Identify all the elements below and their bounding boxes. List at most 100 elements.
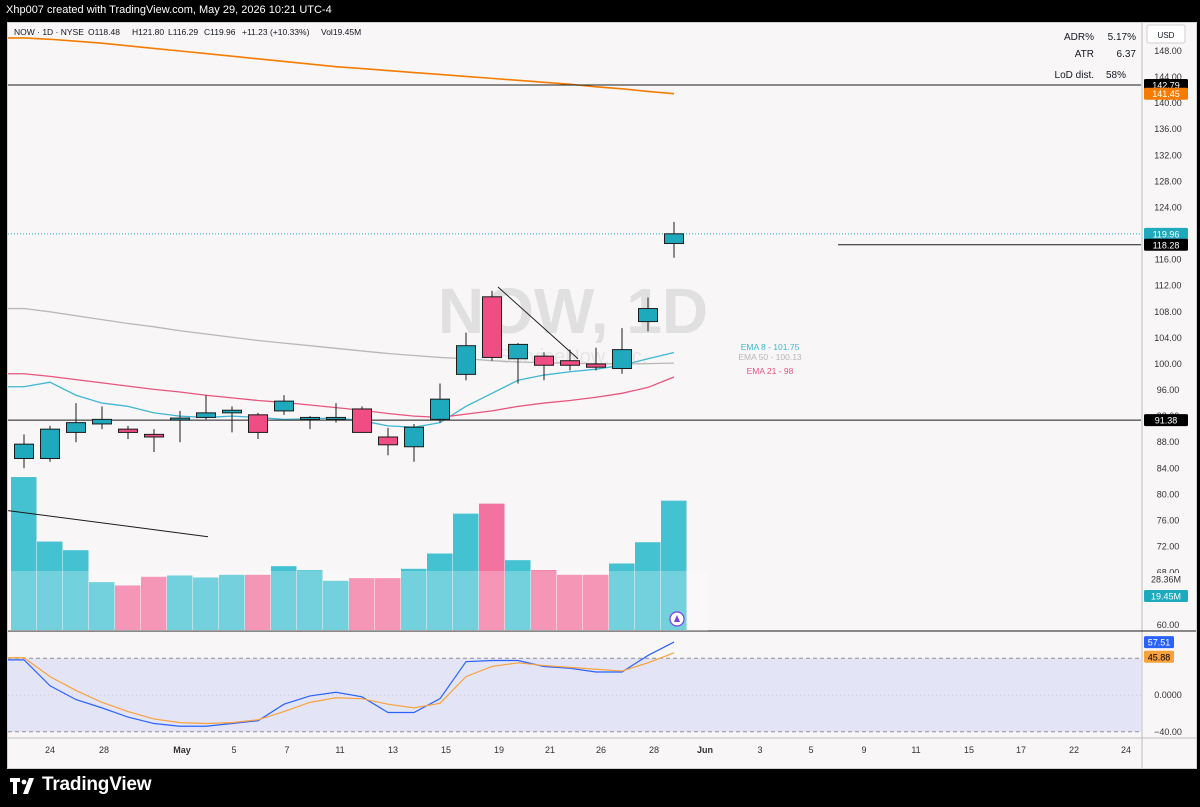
candle-body[interactable] — [170, 417, 190, 421]
candle-body[interactable] — [40, 428, 60, 460]
volume-bar — [323, 580, 349, 630]
stat-label: ATR — [1075, 49, 1094, 60]
volume-bar — [453, 513, 479, 630]
candle-body[interactable] — [508, 343, 528, 360]
stats-table: ADR% 5.17% ATR 6.37 LoD dist. 58% — [1055, 32, 1137, 81]
symbol-legend[interactable]: NOW · 1D · NYSE O118.48 H121.80 L116.29 … — [14, 27, 361, 37]
oscillator-badge — [1144, 636, 1174, 649]
candle-body[interactable] — [14, 443, 34, 460]
ema-50-label: EMA 50 - 100.13 — [738, 352, 802, 362]
volume-bar — [661, 500, 687, 630]
volume-bar — [427, 553, 453, 630]
candle-body[interactable] — [66, 422, 86, 433]
stat-value: 5.17% — [1108, 32, 1136, 43]
chart-card: NOW, 1D ServiceNow, Inc. 148.00 144.00 140… — [7, 22, 1197, 769]
tradingview-wordmark: TradingView — [42, 774, 152, 795]
price-badge-text: 119.96 — [1153, 229, 1180, 239]
ema-line — [8, 373, 675, 419]
time-tick: 11 — [911, 745, 920, 755]
candle-body[interactable] — [534, 355, 554, 366]
price-tick: 76.00 — [1157, 515, 1180, 525]
legend-close: C119.96 — [204, 27, 236, 37]
volume-bar — [115, 585, 141, 630]
time-tick: Jun — [697, 745, 713, 755]
price-badge — [1144, 414, 1188, 427]
candle-body[interactable] — [222, 409, 242, 414]
currency-selector[interactable]: USD — [1146, 24, 1186, 44]
candle-body[interactable] — [144, 433, 164, 438]
oscillator-badge — [1144, 650, 1174, 663]
price-tick: 108.00 — [1154, 307, 1182, 317]
price-tick: 148.00 — [1154, 46, 1182, 56]
volume-bar — [141, 576, 167, 630]
candle-body[interactable] — [274, 400, 294, 412]
stat-label: ADR% — [1064, 32, 1094, 43]
time-tick: 28 — [649, 745, 659, 755]
time-tick: 15 — [964, 745, 974, 755]
price-tick: 140.00 — [1154, 98, 1182, 108]
price-badge-text: 91.38 — [1155, 416, 1178, 426]
volume-bar — [193, 577, 219, 630]
volume-bar — [167, 575, 193, 630]
tradingview-logo-icon — [10, 778, 34, 794]
volume-bar — [479, 503, 505, 630]
legend-change: +11.23 (+10.33%) — [242, 27, 310, 37]
candle-body[interactable] — [482, 296, 502, 358]
volume-badge — [1144, 590, 1188, 602]
volume-overlay — [8, 571, 708, 631]
currency-label: USD — [1158, 31, 1175, 40]
time-tick: 19 — [494, 745, 504, 755]
candle-body[interactable] — [248, 414, 268, 433]
candle-body[interactable] — [118, 428, 138, 433]
candle-body[interactable] — [196, 412, 216, 418]
trendline[interactable] — [7, 510, 209, 538]
price-tick: 60.00 — [1157, 620, 1180, 630]
price-chart[interactable]: NOW, 1D ServiceNow, Inc. 148.00144.00140… — [7, 23, 1196, 768]
trendline[interactable] — [497, 286, 579, 360]
volume-bar — [349, 578, 375, 630]
volume-bar — [63, 550, 89, 630]
stat-label: LoD dist. — [1055, 70, 1094, 81]
candle-body[interactable] — [560, 360, 580, 366]
price-badge — [1144, 238, 1188, 251]
candle-body[interactable] — [404, 426, 424, 448]
price-tick: 84.00 — [1157, 463, 1180, 473]
candle-body[interactable] — [378, 436, 398, 446]
oscillator-tick: −40.00 — [1154, 727, 1182, 737]
candle-body[interactable] — [664, 233, 684, 244]
alert-icon[interactable] — [669, 611, 685, 627]
candle-body[interactable] — [586, 363, 606, 368]
volume-bar — [297, 570, 323, 630]
stat-value: 58% — [1106, 70, 1126, 81]
volume-bar — [37, 541, 63, 630]
tradingview-logo[interactable]: TradingView — [10, 773, 152, 797]
candle-body[interactable] — [612, 349, 632, 370]
candle-body[interactable] — [456, 345, 476, 375]
volume-bar — [609, 563, 635, 630]
volume-bar — [557, 574, 583, 630]
time-tick: 13 — [388, 745, 398, 755]
time-tick: 5 — [231, 745, 236, 755]
oscillator-badge-text: 57.51 — [1148, 638, 1171, 648]
volume-bar — [635, 542, 661, 630]
price-badge-text: 142.79 — [1152, 80, 1180, 90]
candle-body[interactable] — [638, 308, 658, 323]
price-badge — [1144, 87, 1188, 100]
volume-badge-text: 28.36M — [1151, 575, 1181, 585]
price-tick: 80.00 — [1157, 489, 1180, 499]
time-tick: 11 — [335, 745, 344, 755]
time-tick: 21 — [545, 745, 555, 755]
time-tick: 28 — [99, 745, 109, 755]
candle-body[interactable] — [326, 416, 346, 420]
candle-body[interactable] — [300, 416, 320, 420]
candle-body[interactable] — [92, 418, 112, 425]
volume-bar — [375, 578, 401, 630]
candle-body[interactable] — [352, 408, 372, 433]
time-tick: 5 — [808, 745, 813, 755]
price-badge-text: 118.28 — [1153, 240, 1180, 250]
price-tick: 96.00 — [1157, 385, 1180, 395]
time-tick: 24 — [1121, 745, 1131, 755]
oscillator-line — [8, 641, 675, 727]
candle-body[interactable] — [430, 398, 450, 420]
price-tick: 112.00 — [1155, 281, 1182, 291]
